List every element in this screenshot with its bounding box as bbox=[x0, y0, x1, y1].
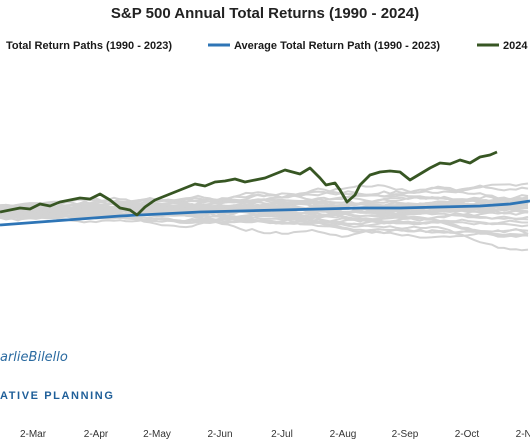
legend-label-total-return-paths: Total Return Paths (1990 - 2023) bbox=[6, 40, 172, 52]
x-tick-label: 2-Mar bbox=[20, 429, 47, 440]
line-2024 bbox=[0, 150, 498, 217]
historical-path-line bbox=[0, 191, 529, 217]
x-tick-label: 2-Aug bbox=[330, 429, 357, 440]
historical-path-line bbox=[0, 196, 529, 215]
author-handle: arlieBilello bbox=[0, 350, 68, 365]
x-tick-label: 2-Apr bbox=[84, 429, 109, 440]
x-axis: 2-Mar 2-Apr 2-May 2-Jun 2-Jul 2-Aug 2-Sep 2-Oct… bbox=[20, 429, 530, 440]
x-tick-label: 2-Sep bbox=[392, 429, 419, 440]
firm-wordmark: ATIVE PLANNING bbox=[0, 390, 114, 402]
legend: Total Return Paths (1990 - 2023) Average… bbox=[6, 40, 528, 52]
historical-paths bbox=[0, 182, 529, 252]
x-tick-label: 2-Nov bbox=[516, 429, 530, 440]
legend-label-average: Average Total Return Path (1990 - 2023) bbox=[234, 40, 440, 52]
x-tick-label: 2-Jul bbox=[271, 429, 293, 440]
legend-label-2024: 2024 bbox=[503, 40, 528, 52]
x-tick-label: 2-Oct bbox=[455, 429, 480, 440]
historical-path-line bbox=[0, 205, 529, 221]
average-path-line bbox=[0, 199, 530, 227]
chart-title: S&P 500 Annual Total Returns (1990 - 202… bbox=[110, 5, 420, 22]
x-tick-label: 2-Jun bbox=[207, 429, 232, 440]
historical-path-line bbox=[0, 205, 529, 221]
x-tick-label: 2-May bbox=[143, 429, 171, 440]
